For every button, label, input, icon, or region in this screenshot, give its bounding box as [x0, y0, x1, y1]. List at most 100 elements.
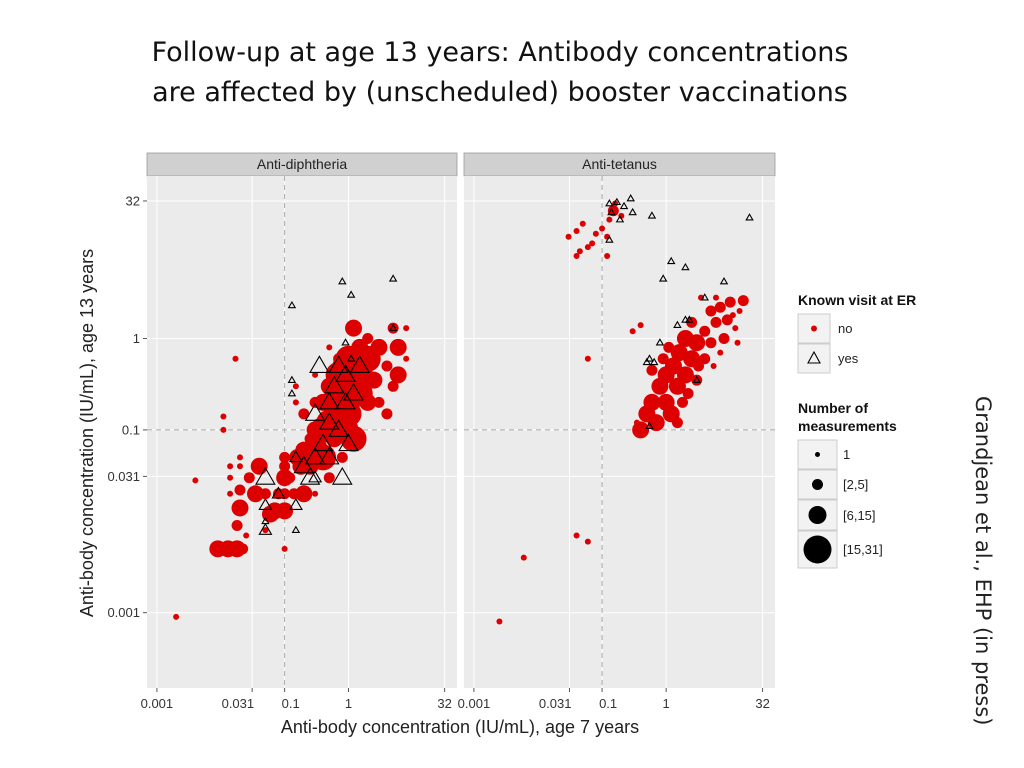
- legend-size-key-1-symbol: [815, 452, 820, 457]
- data-point-yes: [605, 235, 614, 243]
- data-point-no: [606, 216, 613, 223]
- data-point-yes: [291, 525, 301, 533]
- data-point-no: [389, 366, 407, 384]
- data-point-yes: [346, 290, 356, 298]
- data-point-no: [243, 472, 255, 484]
- data-point-no: [243, 532, 250, 539]
- data-point-yes: [258, 522, 273, 535]
- data-point-no: [592, 230, 599, 237]
- data-point-no: [604, 252, 611, 259]
- data-point-yes: [261, 516, 270, 525]
- data-point-no: [231, 499, 249, 517]
- data-point-yes: [612, 197, 622, 206]
- panel-0: Anti-diphtheria 0.001 0.031 0.1 1 32 0.001 0.03…: [107, 152, 458, 711]
- data-point-yes: [658, 274, 668, 282]
- data-point-no: [646, 364, 658, 376]
- data-point-yes: [607, 207, 616, 216]
- panel-1: Anti-tetanus 0.001 0.031 0.1 1 32: [458, 152, 776, 711]
- data-point-no: [362, 333, 374, 345]
- data-point-yes: [255, 466, 276, 485]
- panel-strip-label: Anti-tetanus: [582, 156, 657, 172]
- legend-size-label-1: 1: [843, 447, 850, 462]
- data-point-no: [279, 488, 291, 500]
- data-point-no: [629, 328, 636, 335]
- data-point-yes: [626, 194, 635, 202]
- data-point-no: [737, 295, 749, 307]
- data-point-no: [699, 325, 711, 337]
- data-point-yes: [328, 419, 349, 437]
- data-point-no: [326, 344, 333, 351]
- data-point-no: [234, 484, 246, 496]
- data-point-no: [729, 312, 736, 319]
- data-point-no: [682, 388, 694, 400]
- data-point-yes: [343, 382, 364, 401]
- data-point-no: [262, 527, 269, 534]
- data-point-yes: [304, 446, 326, 465]
- data-point-no: [734, 339, 741, 346]
- data-point-no: [247, 485, 265, 503]
- data-point-yes: [335, 391, 356, 410]
- data-point-yes: [719, 277, 729, 285]
- data-point-no: [632, 421, 650, 439]
- legend-key-yes-symbol: [807, 350, 821, 364]
- y-axis-label: Anti-body concentration (IU/mL), age 13 …: [77, 249, 97, 617]
- data-point-yes: [685, 315, 694, 323]
- data-point-no: [718, 333, 730, 345]
- data-point-no: [633, 419, 640, 426]
- data-point-no: [279, 460, 291, 472]
- x-axis-label: Anti-body concentration (IU/mL), age 7 y…: [281, 717, 639, 737]
- data-point-yes: [318, 411, 340, 430]
- data-point-no: [573, 532, 580, 539]
- legend-size-title-line1: Number of: [798, 400, 868, 416]
- data-point-yes: [341, 338, 350, 346]
- legend-label-no: no: [838, 321, 852, 336]
- x-tick-label: 0.001: [141, 696, 174, 711]
- data-point-yes: [388, 323, 398, 331]
- x-tick-label: 0.031: [539, 696, 572, 711]
- data-point-no: [584, 244, 591, 251]
- data-point-no: [292, 399, 299, 406]
- data-point-no: [589, 240, 596, 247]
- legend-visit-title: Known visit at ER: [798, 292, 916, 308]
- data-point-yes: [309, 355, 330, 374]
- data-point-yes: [304, 403, 326, 421]
- data-point-yes: [287, 375, 297, 384]
- data-point-yes: [288, 450, 303, 463]
- data-point-no: [227, 463, 234, 470]
- data-point-no: [279, 451, 291, 463]
- data-point-no: [231, 519, 243, 531]
- data-point-no: [335, 400, 362, 427]
- legend-size-key-4-symbol: [803, 535, 832, 564]
- y-tick-label: 1: [133, 331, 140, 346]
- data-point-no: [345, 319, 363, 337]
- data-point-no: [724, 296, 736, 308]
- data-point-no: [387, 380, 399, 392]
- panels-layer: Anti-diphtheria 0.001 0.031 0.1 1 32 0.001 0.03…: [107, 152, 776, 711]
- data-point-yes: [349, 355, 371, 374]
- data-point-no: [236, 463, 243, 470]
- data-point-no: [713, 294, 720, 301]
- x-tick-label: 0.1: [282, 696, 300, 711]
- data-point-yes: [312, 433, 334, 452]
- data-point-no: [671, 417, 683, 429]
- data-point-no: [276, 502, 294, 520]
- data-point-no: [381, 408, 393, 420]
- data-point-yes: [308, 470, 323, 483]
- legend-size-key-2-symbol: [812, 479, 823, 490]
- data-point-yes: [745, 213, 754, 221]
- data-point-yes: [287, 300, 297, 309]
- data-point-no: [373, 396, 385, 408]
- data-point-yes: [692, 375, 701, 384]
- data-point-no: [359, 393, 377, 411]
- data-point-yes: [628, 207, 637, 216]
- data-point-no: [232, 355, 239, 362]
- data-point-yes: [647, 211, 657, 219]
- data-point-yes: [287, 389, 297, 397]
- data-point-no: [663, 341, 675, 353]
- data-point-no: [298, 408, 310, 420]
- data-point-no: [584, 355, 591, 362]
- legend-visit-at-er: Known visit at ER no yes: [797, 292, 916, 374]
- slide-title-line2: are affected by (unscheduled) booster va…: [152, 77, 848, 108]
- data-point-yes: [293, 455, 315, 474]
- x-tick-label: 0.001: [458, 696, 491, 711]
